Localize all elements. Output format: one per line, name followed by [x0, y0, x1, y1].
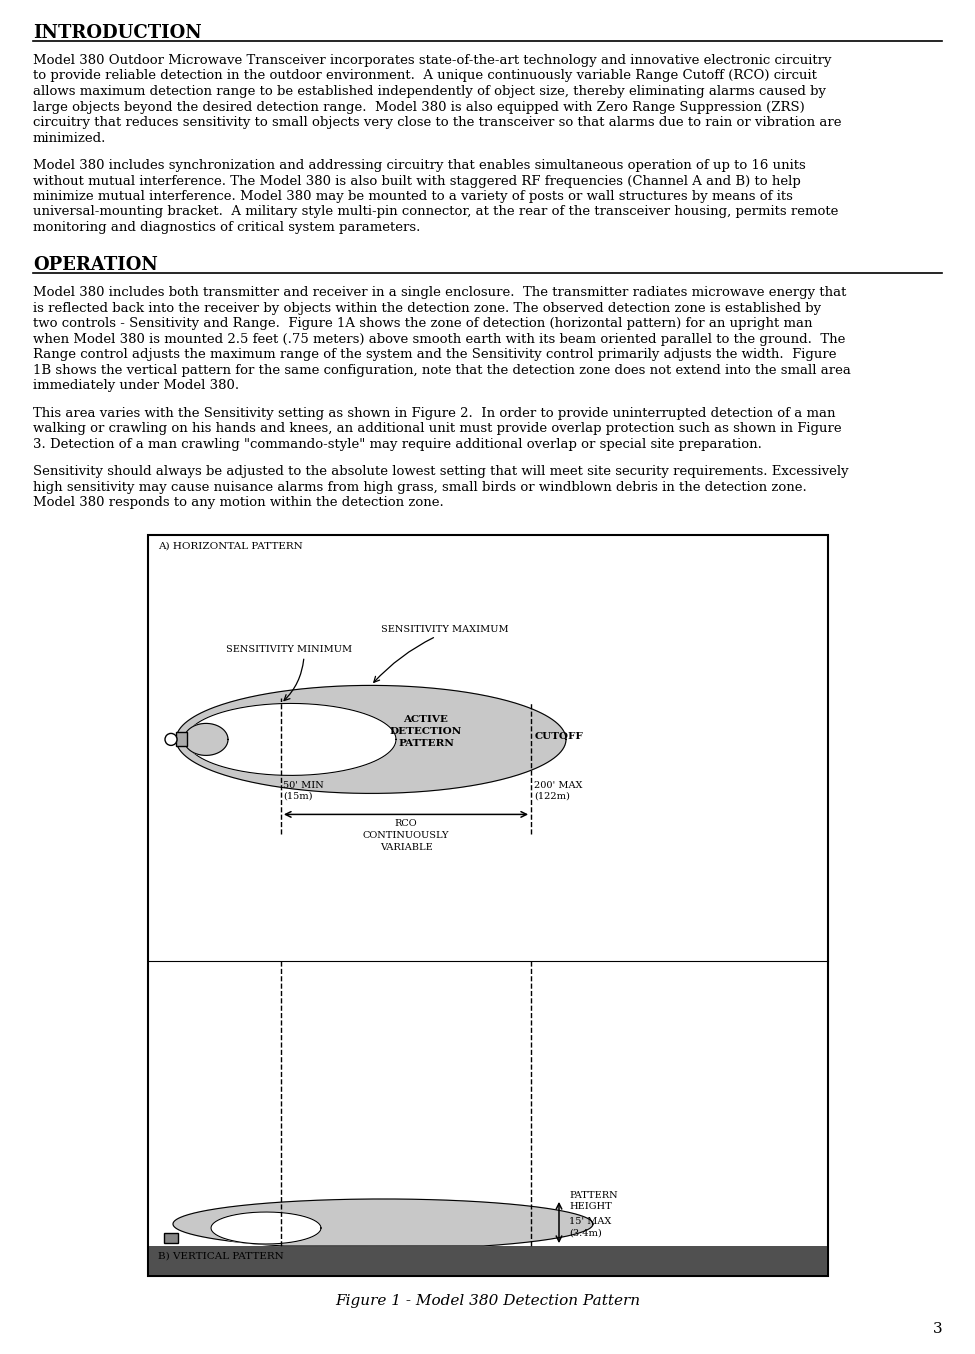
Text: Figure 1 - Model 380 Detection Pattern: Figure 1 - Model 380 Detection Pattern: [335, 1294, 641, 1308]
Text: to provide reliable detection in the outdoor environment.  A unique continuously: to provide reliable detection in the out…: [33, 69, 817, 83]
Text: high sensitivity may cause nuisance alarms from high grass, small birds or windb: high sensitivity may cause nuisance alar…: [33, 481, 806, 494]
Text: 200' MAX
(122m): 200' MAX (122m): [534, 781, 582, 800]
Text: RCO
CONTINUOUSLY
VARIABLE: RCO CONTINUOUSLY VARIABLE: [363, 819, 449, 852]
Text: immediately under Model 380.: immediately under Model 380.: [33, 379, 239, 393]
Bar: [148, 535, 828, 1275]
Polygon shape: [173, 1200, 593, 1246]
Polygon shape: [186, 704, 396, 776]
Text: two controls - Sensitivity and Range.  Figure 1A shows the zone of detection (ho: two controls - Sensitivity and Range. Fi…: [33, 317, 812, 330]
Text: Model 380 responds to any motion within the detection zone.: Model 380 responds to any motion within …: [33, 497, 444, 509]
Text: ACTIVE
DETECTION
PATTERN: ACTIVE DETECTION PATTERN: [390, 715, 462, 747]
Text: large objects beyond the desired detection range.  Model 380 is also equipped wi: large objects beyond the desired detecti…: [33, 100, 804, 114]
Circle shape: [165, 734, 177, 746]
Text: B) VERTICAL PATTERN: B) VERTICAL PATTERN: [158, 1251, 284, 1261]
Text: 3. Detection of a man crawling "commando-style" may require additional overlap o: 3. Detection of a man crawling "commando…: [33, 437, 761, 451]
Text: Model 380 Outdoor Microwave Transceiver incorporates state-of-the-art technology: Model 380 Outdoor Microwave Transceiver …: [33, 54, 832, 66]
Text: allows maximum detection range to be established independently of object size, t: allows maximum detection range to be est…: [33, 85, 826, 97]
Text: universal-mounting bracket.  A military style multi-pin connector, at the rear o: universal-mounting bracket. A military s…: [33, 206, 838, 218]
Text: Model 380 includes synchronization and addressing circuitry that enables simulta: Model 380 includes synchronization and a…: [33, 158, 805, 172]
Text: Sensitivity should always be adjusted to the absolute lowest setting that will m: Sensitivity should always be adjusted to…: [33, 466, 848, 478]
Polygon shape: [184, 723, 228, 756]
Text: A) HORIZONTAL PATTERN: A) HORIZONTAL PATTERN: [158, 542, 303, 551]
Bar: [164, 1233, 178, 1243]
Text: SENSITIVITY MINIMUM: SENSITIVITY MINIMUM: [226, 646, 352, 654]
Text: CUTOFF: CUTOFF: [535, 733, 584, 741]
Text: 50' MIN
(15m): 50' MIN (15m): [283, 781, 324, 800]
Bar: [176, 733, 187, 746]
Polygon shape: [176, 685, 566, 793]
Text: SENSITIVITY MAXIMUM: SENSITIVITY MAXIMUM: [381, 626, 509, 635]
Text: This area varies with the Sensitivity setting as shown in Figure 2.  In order to: This area varies with the Sensitivity se…: [33, 406, 836, 420]
Text: circuitry that reduces sensitivity to small objects very close to the transceive: circuitry that reduces sensitivity to sm…: [33, 116, 841, 129]
Text: INTRODUCTION: INTRODUCTION: [33, 24, 202, 42]
Text: when Model 380 is mounted 2.5 feet (.75 meters) above smooth earth with its beam: when Model 380 is mounted 2.5 feet (.75 …: [33, 333, 845, 345]
Text: PATTERN
HEIGHT: PATTERN HEIGHT: [569, 1192, 617, 1210]
Bar: [149, 1246, 827, 1275]
Text: without mutual interference. The Model 380 is also built with staggered RF frequ: without mutual interference. The Model 3…: [33, 175, 800, 187]
Polygon shape: [211, 1212, 321, 1244]
Text: is reflected back into the receiver by objects within the detection zone. The ob: is reflected back into the receiver by o…: [33, 302, 821, 314]
Text: OPERATION: OPERATION: [33, 256, 158, 275]
Text: 1B shows the vertical pattern for the same configuration, note that the detectio: 1B shows the vertical pattern for the sa…: [33, 364, 851, 376]
Text: 3: 3: [932, 1322, 942, 1336]
Text: walking or crawling on his hands and knees, an additional unit must provide over: walking or crawling on his hands and kne…: [33, 422, 841, 435]
Text: Range control adjusts the maximum range of the system and the Sensitivity contro: Range control adjusts the maximum range …: [33, 348, 837, 362]
Text: minimized.: minimized.: [33, 131, 106, 145]
Text: minimize mutual interference. Model 380 may be mounted to a variety of posts or : minimize mutual interference. Model 380 …: [33, 190, 793, 203]
Text: Model 380 includes both transmitter and receiver in a single enclosure.  The tra: Model 380 includes both transmitter and …: [33, 286, 846, 299]
Text: 15' MAX
(3.4m): 15' MAX (3.4m): [569, 1217, 611, 1238]
Text: monitoring and diagnostics of critical system parameters.: monitoring and diagnostics of critical s…: [33, 221, 420, 234]
